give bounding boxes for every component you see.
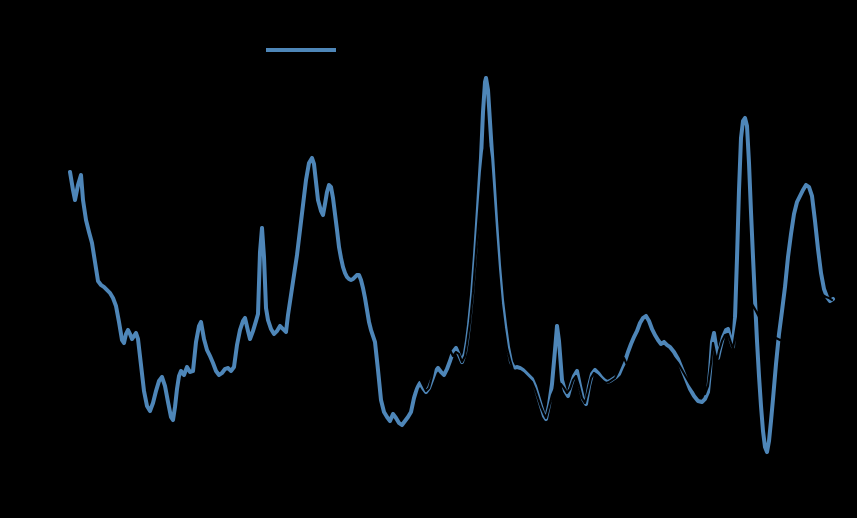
black-series-line (406, 139, 834, 420)
blue-series-line (68, 76, 835, 454)
